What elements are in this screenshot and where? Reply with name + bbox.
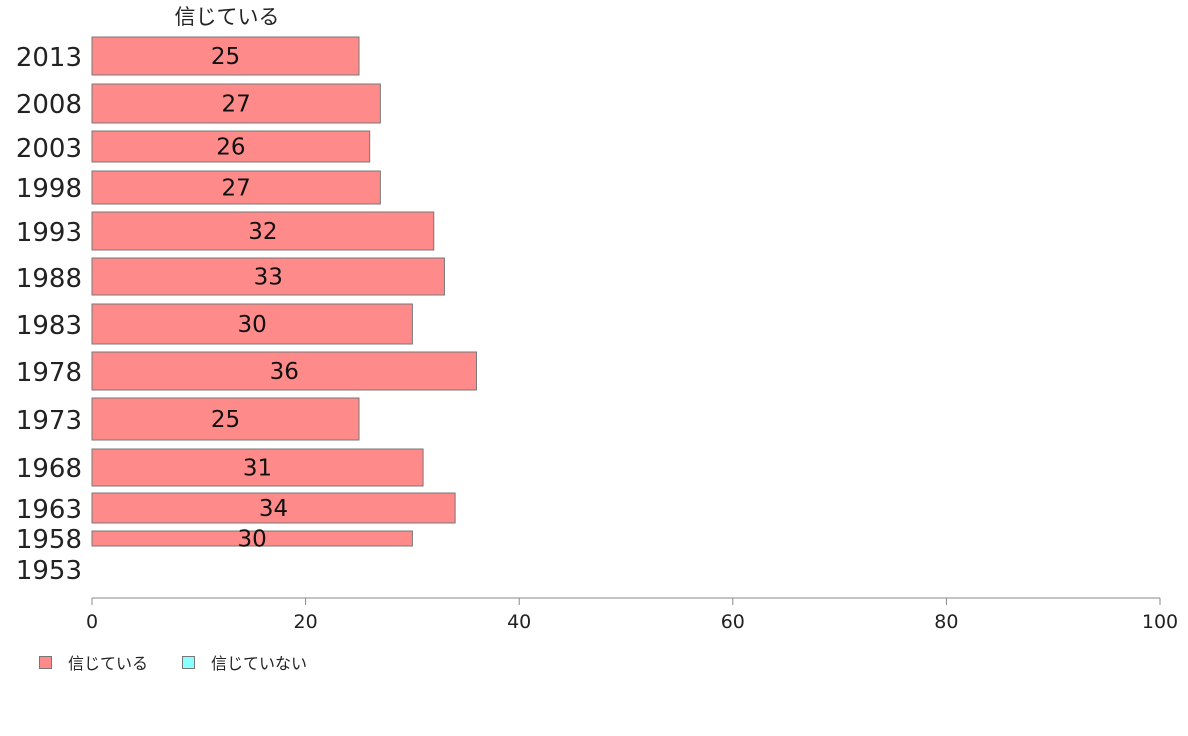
x-tick-label-100: 100: [1142, 611, 1178, 633]
bar-1978: [91, 351, 477, 391]
x-axis: 0 20 40 60 80 100: [86, 597, 1178, 633]
y-tick-label-1983: 1983: [16, 311, 82, 341]
x-tick-label-80: 80: [934, 611, 958, 633]
y-tick-label-1953: 1953: [16, 556, 82, 586]
bar-2013: [91, 36, 360, 76]
legend-swatch-believe: [39, 655, 52, 669]
y-tick-label-1968: 1968: [16, 454, 82, 484]
data-label-2008: 27: [222, 92, 251, 118]
data-label-2003: 26: [216, 135, 245, 161]
x-tick-label-0: 0: [86, 611, 98, 633]
data-label-1983: 30: [238, 312, 267, 338]
bar-2003: [91, 130, 371, 163]
y-tick-label-1958: 1958: [16, 525, 82, 555]
bar-1998: [91, 170, 381, 205]
x-tick-label-20: 20: [294, 611, 318, 633]
y-tick-label-1978: 1978: [16, 358, 82, 388]
data-label-1978: 36: [270, 359, 299, 385]
bar-1968: [91, 448, 424, 487]
bar-1973: [91, 397, 360, 441]
legend-label-believe: 信じている: [68, 654, 149, 673]
y-tick-label-1963: 1963: [16, 495, 82, 525]
x-tick-label-60: 60: [721, 611, 745, 633]
legend-swatch-not-believe: [182, 655, 196, 669]
bar-1983: [91, 303, 413, 345]
data-label-1993: 32: [248, 219, 277, 245]
bar-1988: [91, 257, 445, 296]
y-tick-label-2013: 2013: [16, 43, 82, 73]
data-label-1973: 25: [211, 407, 240, 433]
data-label-2013: 25: [211, 44, 240, 70]
legend-item-not-believe: 信じていない: [182, 650, 307, 674]
data-label-1988: 33: [254, 265, 283, 291]
y-tick-label-1993: 1993: [16, 218, 82, 248]
y-tick-label-1988: 1988: [16, 264, 82, 294]
y-axis-labels: 2013 2008 2003 1998 1993 1988 1983 1978 1973 1968…: [16, 43, 82, 586]
data-label-1963: 34: [259, 496, 288, 522]
y-tick-label-1973: 1973: [16, 406, 82, 436]
bar-1993: [91, 211, 435, 251]
chart-title: 信じている: [175, 5, 280, 29]
data-label-1958: 30: [238, 527, 267, 553]
y-tick-label-1998: 1998: [16, 174, 82, 204]
legend-label-not-believe: 信じていない: [211, 654, 308, 673]
data-label-1998: 27: [222, 176, 251, 202]
bar-1958: [91, 530, 413, 547]
y-tick-label-2003: 2003: [16, 134, 82, 164]
data-label-1968: 31: [243, 456, 272, 482]
bar-2008: [91, 83, 381, 124]
y-tick-label-2008: 2008: [16, 90, 82, 120]
legend-item-believe: 信じている: [39, 650, 148, 674]
x-tick-label-40: 40: [507, 611, 531, 633]
legend: 信じている 信じていない: [39, 650, 341, 674]
bar-1963: [91, 492, 456, 524]
